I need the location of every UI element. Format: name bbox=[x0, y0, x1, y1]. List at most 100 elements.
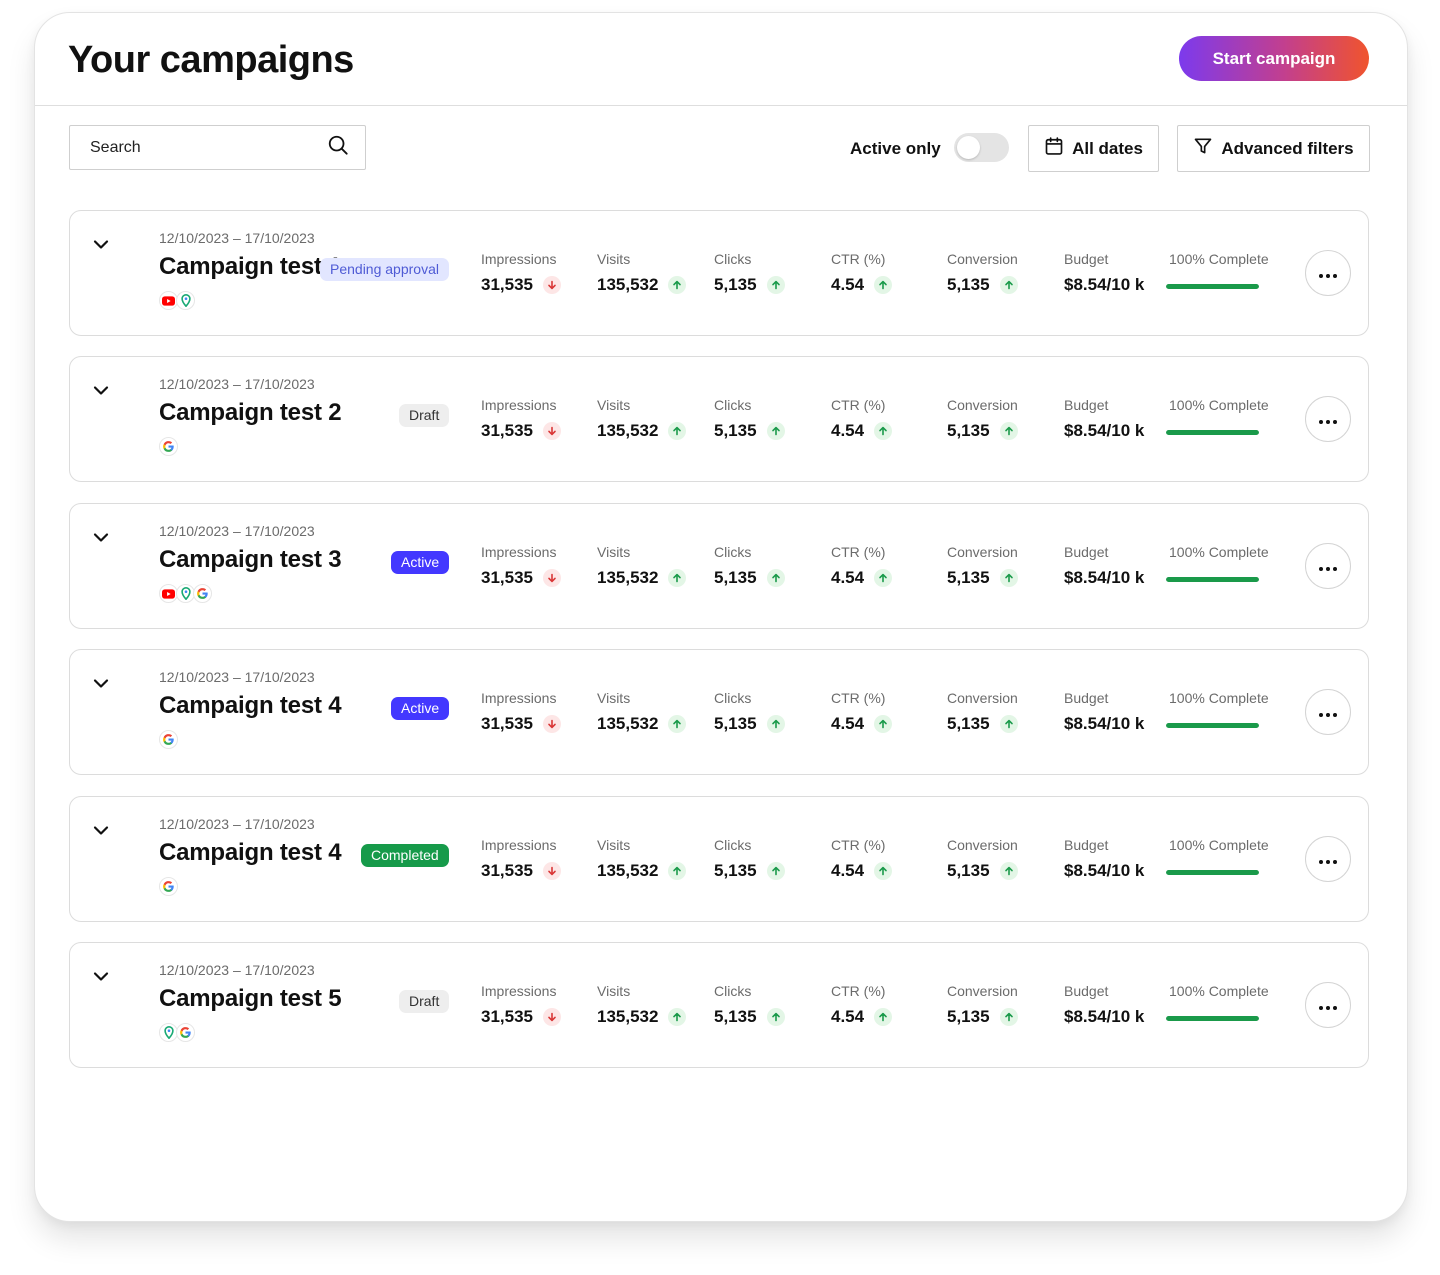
metric-value: 5,135 bbox=[714, 714, 757, 733]
metric: CTR (%) 4.54 bbox=[831, 397, 893, 441]
metric-label: Impressions bbox=[481, 690, 557, 706]
trend-up-icon bbox=[999, 276, 1018, 294]
trend-up-icon bbox=[668, 276, 687, 294]
campaign-name[interactable]: Campaign test 2 bbox=[159, 399, 342, 426]
more-options-button[interactable] bbox=[1305, 396, 1351, 442]
metric: Visits 135,532 bbox=[597, 690, 687, 734]
more-options-button[interactable] bbox=[1305, 836, 1351, 882]
campaign-card[interactable]: 12/10/2023 – 17/10/2023 Campaign test 4 … bbox=[69, 649, 1369, 775]
metric: Budget $8.54/10 k bbox=[1064, 397, 1144, 441]
trend-up-icon bbox=[999, 862, 1018, 880]
metric: Visits 135,532 bbox=[597, 397, 687, 441]
metric-value: 5,135 bbox=[947, 714, 990, 733]
metric: Conversion 5,135 bbox=[947, 397, 1018, 441]
metric-label: Conversion bbox=[947, 397, 1018, 413]
campaign-date-range: 12/10/2023 – 17/10/2023 bbox=[159, 523, 315, 539]
metric-label: Clicks bbox=[714, 983, 752, 999]
google-icon bbox=[176, 1023, 195, 1042]
all-dates-button[interactable]: All dates bbox=[1028, 125, 1159, 172]
trend-up-icon bbox=[766, 569, 785, 587]
metric-value: 5,135 bbox=[714, 568, 757, 587]
campaign-card[interactable]: 12/10/2023 – 17/10/2023 Campaign test 3 … bbox=[69, 503, 1369, 629]
metric-label: Clicks bbox=[714, 251, 752, 267]
progress-label: 100% Complete bbox=[1169, 837, 1269, 853]
search-field[interactable] bbox=[69, 125, 366, 170]
metric-label: Impressions bbox=[481, 397, 557, 413]
metric: CTR (%) 4.54 bbox=[831, 251, 893, 295]
metric: Budget $8.54/10 k bbox=[1064, 837, 1144, 881]
metric-value: 4.54 bbox=[831, 861, 865, 880]
chevron-down-icon[interactable] bbox=[92, 381, 110, 399]
google-icon bbox=[159, 730, 178, 749]
metric-value: 135,532 bbox=[597, 421, 659, 440]
active-only-toggle[interactable] bbox=[954, 133, 1009, 162]
metric-label: CTR (%) bbox=[831, 397, 886, 413]
advanced-filters-label: Advanced filters bbox=[1221, 138, 1354, 158]
page-title: Your campaigns bbox=[68, 39, 354, 81]
metric: Budget $8.54/10 k bbox=[1064, 690, 1144, 734]
metric: Conversion 5,135 bbox=[947, 837, 1018, 881]
campaign-name[interactable]: Campaign test 4 bbox=[159, 839, 342, 866]
search-input[interactable] bbox=[88, 137, 327, 158]
active-only-label: Active only bbox=[850, 139, 941, 158]
all-dates-label: All dates bbox=[1072, 138, 1143, 158]
more-options-button[interactable] bbox=[1305, 982, 1351, 1028]
metric-value: 5,135 bbox=[714, 861, 757, 880]
metric: CTR (%) 4.54 bbox=[831, 837, 893, 881]
metric-value: $8.54/10 k bbox=[1064, 1007, 1145, 1026]
chevron-down-icon[interactable] bbox=[92, 967, 110, 985]
campaign-name[interactable]: Campaign test 1 bbox=[159, 253, 342, 280]
trend-down-icon bbox=[543, 422, 561, 440]
chevron-down-icon[interactable] bbox=[92, 674, 110, 692]
advanced-filters-button[interactable]: Advanced filters bbox=[1177, 125, 1370, 172]
metric: Visits 135,532 bbox=[597, 251, 687, 295]
progress-bar bbox=[1166, 284, 1259, 289]
more-options-button[interactable] bbox=[1305, 250, 1351, 296]
progress-fill bbox=[1166, 723, 1259, 728]
metric-value: 135,532 bbox=[597, 275, 659, 294]
metric-value: 5,135 bbox=[714, 1007, 757, 1026]
metric-label: Clicks bbox=[714, 397, 752, 413]
progress-bar bbox=[1166, 577, 1259, 582]
trend-up-icon bbox=[668, 569, 687, 587]
search-icon[interactable] bbox=[327, 134, 349, 161]
campaign-card[interactable]: 12/10/2023 – 17/10/2023 Campaign test 2 … bbox=[69, 356, 1369, 482]
campaign-name[interactable]: Campaign test 4 bbox=[159, 692, 342, 719]
google-icon bbox=[193, 584, 212, 603]
ad-source-icons bbox=[159, 437, 178, 456]
trend-up-icon bbox=[874, 862, 893, 880]
status-badge: Pending approval bbox=[320, 258, 449, 281]
trend-up-icon bbox=[874, 276, 893, 294]
chevron-down-icon[interactable] bbox=[92, 235, 110, 253]
metric: Impressions 31,535 bbox=[481, 690, 561, 734]
campaigns-panel: Your campaigns Start campaign Active onl… bbox=[34, 12, 1408, 1222]
trend-up-icon bbox=[766, 276, 785, 294]
metric-label: Clicks bbox=[714, 544, 752, 560]
more-options-button[interactable] bbox=[1305, 689, 1351, 735]
more-options-button[interactable] bbox=[1305, 543, 1351, 589]
campaign-card[interactable]: 12/10/2023 – 17/10/2023 Campaign test 4 … bbox=[69, 796, 1369, 922]
chevron-down-icon[interactable] bbox=[92, 528, 110, 546]
campaign-card[interactable]: 12/10/2023 – 17/10/2023 Campaign test 5 … bbox=[69, 942, 1369, 1068]
metric-label: CTR (%) bbox=[831, 983, 886, 999]
chevron-down-icon[interactable] bbox=[92, 821, 110, 839]
trend-up-icon bbox=[766, 1008, 785, 1026]
trend-up-icon bbox=[668, 422, 687, 440]
more-dots-icon bbox=[1319, 559, 1337, 574]
metric-value: 4.54 bbox=[831, 421, 865, 440]
campaign-name[interactable]: Campaign test 5 bbox=[159, 985, 342, 1012]
trend-up-icon bbox=[999, 569, 1018, 587]
trend-up-icon bbox=[999, 1008, 1018, 1026]
metric-value: $8.54/10 k bbox=[1064, 568, 1145, 587]
trend-up-icon bbox=[668, 715, 687, 733]
metric-label: Impressions bbox=[481, 983, 557, 999]
campaign-name[interactable]: Campaign test 3 bbox=[159, 546, 342, 573]
metric: Impressions 31,535 bbox=[481, 837, 561, 881]
maps-pin-icon bbox=[176, 291, 195, 310]
trend-up-icon bbox=[874, 715, 893, 733]
start-campaign-button[interactable]: Start campaign bbox=[1179, 36, 1369, 81]
campaign-card[interactable]: 12/10/2023 – 17/10/2023 Campaign test 1 … bbox=[69, 210, 1369, 336]
ad-source-icons bbox=[159, 291, 195, 310]
trend-down-icon bbox=[543, 715, 561, 733]
progress-bar bbox=[1166, 870, 1259, 875]
